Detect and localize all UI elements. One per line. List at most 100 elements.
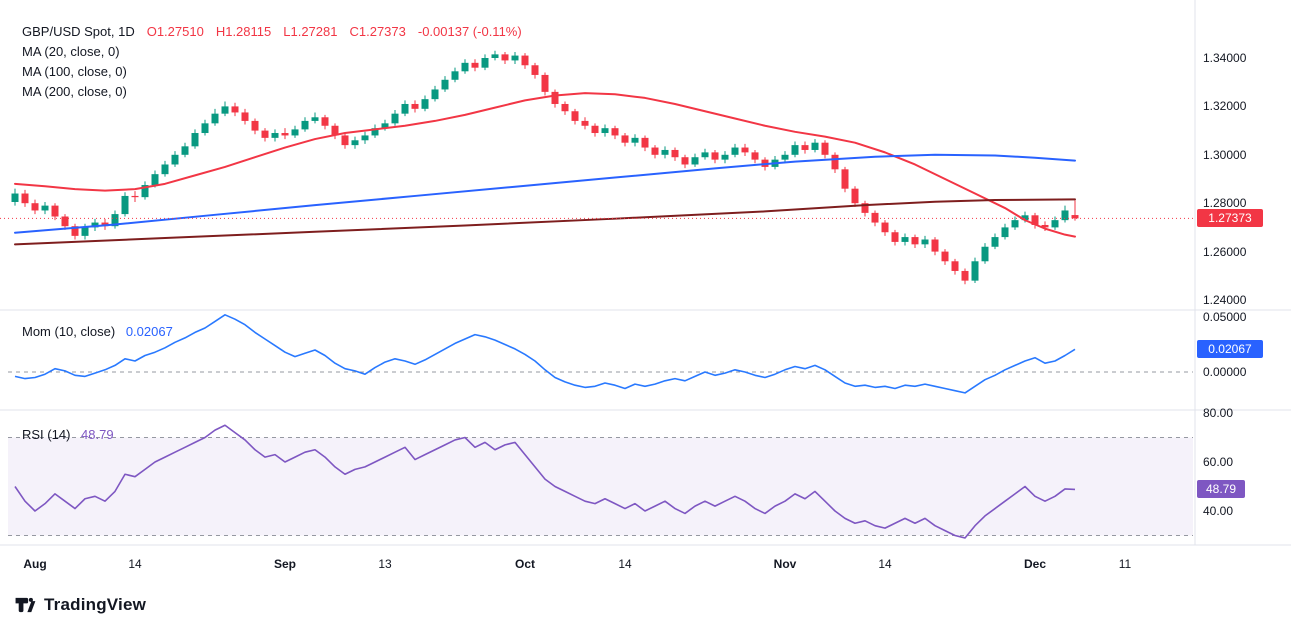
candle-body [981,246,989,262]
ohlc-high-value: H1.28115 [215,24,272,39]
candle-body [161,164,169,175]
price-axis-label: 1.34000 [1203,51,1247,65]
mom-pane-legend: Mom (10, close) 0.02067 [22,322,173,342]
candle-body [301,120,309,130]
candle-body [231,106,239,113]
candle-body [741,147,749,153]
time-axis-label: 14 [878,557,892,571]
candle-body [861,203,869,213]
candle-body [1031,215,1039,225]
candle-body [541,74,549,92]
candle-body [411,103,419,109]
candle-body [951,261,959,271]
candle-body [1041,224,1049,228]
candle-body [371,128,379,136]
candle-body [831,154,839,170]
candle-body [571,111,579,121]
candle-body [511,55,519,61]
candle-body [271,133,279,138]
rsi-indicator-label[interactable]: RSI (14) [22,427,71,442]
candle-body [31,203,39,211]
candle-body [751,152,759,160]
candle-body [681,157,689,165]
price-axis-label: 1.32000 [1203,99,1247,114]
ma200-legend-label[interactable]: MA (200, close, 0) [22,84,127,99]
rsi-axis-label: 80.00 [1203,406,1234,420]
candle-body [141,185,149,198]
candle-body [41,205,49,211]
candle-body [801,145,809,150]
candle-body [341,135,349,146]
candle-body [921,239,929,245]
time-axis-label: 13 [378,557,392,571]
candle-body [721,154,729,160]
ma20-line [14,92,1076,238]
time-axis-label: Oct [514,557,536,571]
candle-body [451,71,459,80]
candle-body [621,135,629,143]
candle-body [971,261,979,281]
candle-body [71,226,79,236]
ohlc-low-value: L1.27281 [283,24,338,39]
time-axis-label: Nov [773,557,797,571]
candle-body [651,147,659,155]
rsi-value-badge: 48.79 [1197,480,1245,499]
candle-body [811,142,819,150]
candle-body [1001,227,1009,238]
symbol-title[interactable]: GBP/USD Spot, 1D [22,24,135,39]
rsi-axis-label: 40.00 [1203,504,1234,518]
candle-body [51,205,59,217]
candlestick-series [11,50,1079,285]
time-axis-label: Sep [273,557,297,571]
rsi-pane-legend: RSI (14) 48.79 [22,425,114,445]
tradingview-wordmark: TradingView [44,595,147,614]
candle-body [581,120,589,126]
ma20-legend-label[interactable]: MA (20, close, 0) [22,44,120,59]
candle-body [941,251,949,262]
candle-body [321,117,329,126]
rsi-band [8,437,1193,536]
ma200-line [14,198,1076,246]
candle-body [701,152,709,158]
chart-legend: GBP/USD Spot, 1D O1.27510 H1.28115 L1.27… [22,22,522,102]
price-axis-label: 1.30000 [1203,147,1247,162]
candle-body [521,55,529,66]
candle-body [431,89,439,100]
time-axis-label: 14 [618,557,632,571]
tradingview-attribution[interactable]: TradingView [14,594,146,616]
candle-body [1071,215,1079,219]
candle-body [691,157,699,165]
ma100-legend-label[interactable]: MA (100, close, 0) [22,64,127,79]
candle-body [11,193,19,202]
candle-body [351,140,359,146]
candle-body [841,169,849,189]
candle-body [661,149,669,155]
candle-body [81,227,89,236]
candle-body [871,212,879,223]
candle-body [261,130,269,138]
candle-body [131,195,139,198]
candle-body [731,147,739,155]
candle-body [961,270,969,281]
mom-indicator-label[interactable]: Mom (10, close) [22,324,116,339]
candle-body [601,128,609,134]
rsi-axis-label: 60.00 [1203,455,1234,469]
momentum-line [14,313,1076,394]
candle-body [631,137,639,143]
candle-body [881,222,889,233]
candle-body [501,54,509,61]
candle-body [391,113,399,124]
candle-body [121,195,129,215]
candle-body [291,129,299,136]
candle-body [591,125,599,134]
candle-body [1011,220,1019,228]
candle-body [561,103,569,112]
ma100-line [14,153,1076,234]
candle-body [221,106,229,114]
candle-body [491,54,499,58]
candle-body [461,62,469,72]
mom-indicator-value: 0.02067 [125,324,173,339]
candle-body [331,125,339,136]
candle-body [201,123,209,134]
